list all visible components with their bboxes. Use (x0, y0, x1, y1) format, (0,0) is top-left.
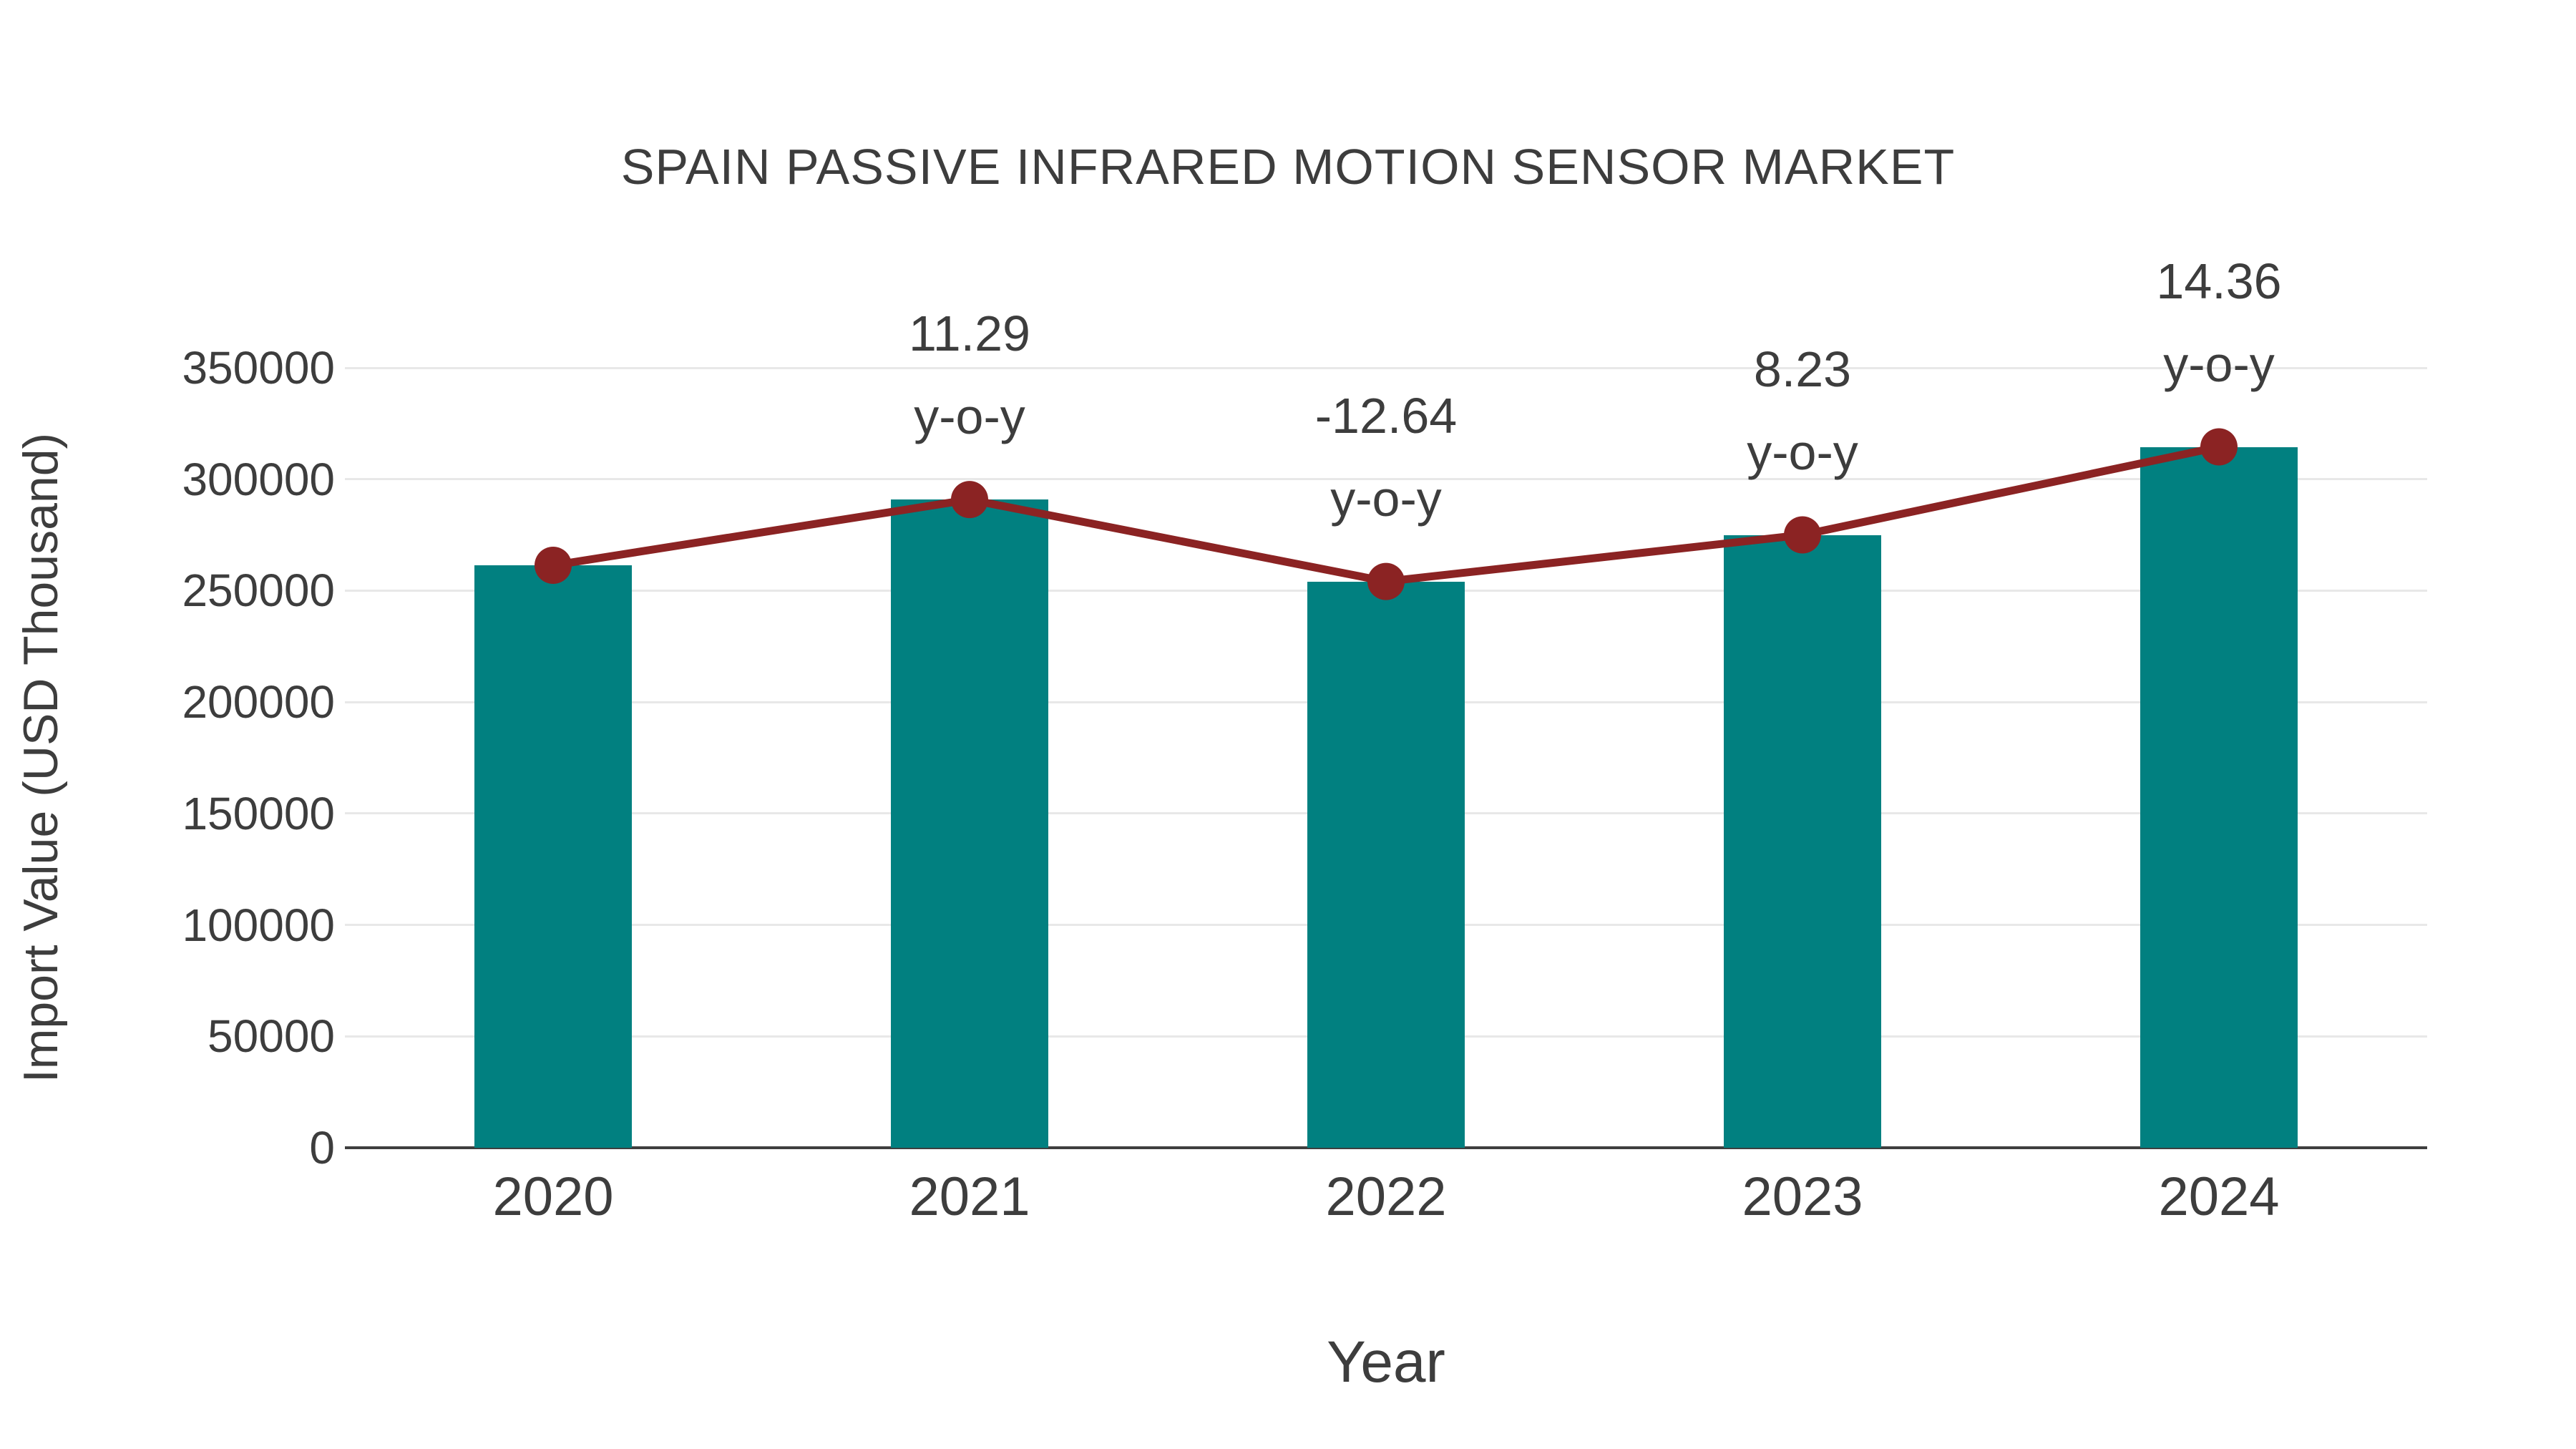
annotation-unit: y-o-y (1747, 424, 1858, 480)
annotation-unit: y-o-y (2163, 336, 2275, 392)
annotation-value: 14.36 (2156, 253, 2282, 309)
bar-2023 (1724, 535, 1881, 1148)
x-tick-label-2023: 2023 (1742, 1166, 1863, 1227)
y-tick-label-50000: 50000 (208, 1010, 335, 1063)
y-tick-label-100000: 100000 (182, 899, 335, 951)
chart-title: SPAIN PASSIVE INFRARED MOTION SENSOR MAR… (620, 139, 1956, 195)
bar-2024 (2140, 447, 2298, 1148)
data-point-2024 (2200, 428, 2238, 466)
x-axis-title: Year (1327, 1330, 1445, 1395)
annotation-unit: y-o-y (914, 389, 1025, 445)
bar-2022 (1307, 581, 1465, 1148)
x-tick-label-2021: 2021 (909, 1166, 1030, 1227)
data-point-2020 (535, 547, 572, 585)
x-axis-line (345, 1146, 2427, 1149)
data-point-2022 (1367, 562, 1405, 600)
data-point-2021 (951, 481, 988, 519)
annotation-2021: 11.29 y-o-y (769, 292, 1170, 458)
annotation-2022: -12.64 y-o-y (1186, 374, 1586, 540)
gridline-350000 (345, 366, 2427, 369)
annotation-value: 11.29 (909, 306, 1030, 362)
annotation-value: -12.64 (1314, 387, 1458, 444)
annotation-unit: y-o-y (1330, 470, 1442, 527)
bar-2020 (474, 565, 632, 1148)
x-tick-label-2022: 2022 (1325, 1166, 1447, 1227)
y-tick-label-150000: 150000 (182, 787, 335, 839)
annotation-value: 8.23 (1753, 341, 1852, 397)
y-tick-label-250000: 250000 (182, 565, 335, 617)
data-point-2023 (1784, 516, 1821, 554)
y-tick-label-0: 0 (309, 1122, 335, 1174)
y-tick-label-200000: 200000 (182, 676, 335, 728)
y-tick-label-350000: 350000 (182, 342, 335, 394)
bar-2021 (891, 499, 1048, 1148)
x-tick-label-2020: 2020 (492, 1166, 614, 1227)
annotation-2024: 14.36 y-o-y (2019, 240, 2419, 406)
annotation-2023: 8.23 y-o-y (1602, 328, 2003, 494)
gridline-300000 (345, 478, 2427, 481)
x-tick-label-2024: 2024 (2158, 1166, 2280, 1227)
y-tick-label-300000: 300000 (182, 453, 335, 505)
